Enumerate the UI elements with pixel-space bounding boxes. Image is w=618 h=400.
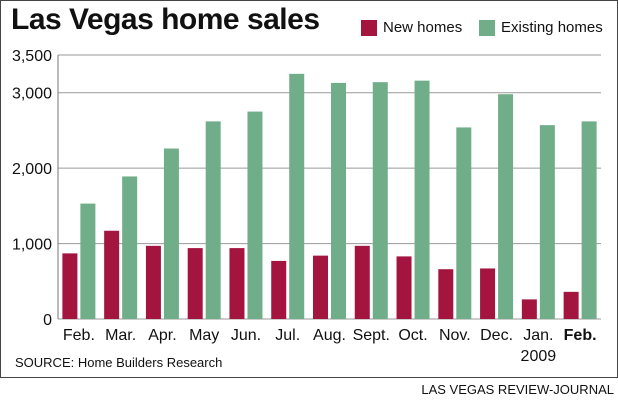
bar-new-homes	[187, 248, 203, 319]
bar-existing-homes	[372, 82, 388, 319]
bar-new-homes	[563, 291, 579, 319]
bar-existing-homes	[331, 82, 346, 319]
bar-new-homes	[271, 260, 287, 319]
bar-new-homes	[480, 268, 496, 319]
bar-existing-homes	[414, 80, 430, 319]
y-tick-label: 3,500	[12, 48, 52, 65]
bar-existing-homes	[163, 148, 179, 319]
legend-item-new-homes: New homes	[361, 19, 462, 36]
bar-existing-homes	[247, 111, 263, 319]
bar-existing-homes	[539, 125, 555, 319]
legend-swatch-new-homes	[361, 19, 377, 36]
x-tick-label: Sept.	[353, 327, 390, 344]
bar-new-homes	[229, 248, 245, 319]
legend-item-existing-homes: Existing homes	[479, 19, 603, 36]
legend-label-existing-homes: Existing homes	[501, 19, 603, 36]
x-tick-label: Oct.	[398, 327, 427, 344]
chart-frame: Las Vegas home sales New homes Existing …	[0, 0, 618, 378]
bar-new-homes	[104, 230, 120, 319]
x-tick-label: Dec.	[480, 327, 513, 344]
legend-swatch-existing-homes	[479, 19, 495, 36]
x-tick-label: Jan.	[523, 327, 553, 344]
bar-existing-homes	[80, 203, 96, 319]
bar-new-homes	[521, 299, 537, 319]
x-tick-label: Feb.	[63, 327, 95, 344]
x-tick-label: May	[189, 327, 219, 344]
bar-existing-homes	[205, 121, 221, 320]
chart-title: Las Vegas home sales	[11, 3, 320, 36]
x-tick-label: Apr.	[148, 327, 176, 344]
bar-existing-homes	[289, 73, 305, 319]
x-tick-label: Nov.	[439, 327, 471, 344]
x-tick-label: Jun.	[231, 327, 261, 344]
bar-new-homes	[145, 245, 161, 319]
y-tick-label: 1,000	[12, 237, 52, 254]
bar-new-homes	[62, 253, 78, 319]
x-tick-label: Feb.	[564, 327, 597, 344]
bar-new-homes	[313, 255, 328, 319]
x-tick-label: Mar.	[105, 327, 136, 344]
publisher-credit: LAS VEGAS REVIEW-JOURNAL	[421, 382, 614, 397]
x-tick-label: Jul.	[275, 327, 300, 344]
y-tick-label: 0	[43, 312, 52, 329]
y-tick-label: 3,000	[12, 86, 52, 103]
bar-chart: 0 1,000 2,000 3,000 3,500 Feb. Mar. Apr. May Jun.…	[12, 48, 601, 365]
year-label: 2009	[521, 348, 557, 365]
legend-label-new-homes: New homes	[383, 19, 463, 36]
bar-existing-homes	[456, 127, 472, 319]
bar-new-homes	[438, 269, 454, 319]
source-note: SOURCE: Home Builders Research	[15, 355, 223, 370]
bar-existing-homes	[122, 176, 138, 319]
bar-new-homes	[354, 245, 370, 319]
y-tick-label: 2,000	[12, 161, 52, 178]
bar-existing-homes	[498, 94, 514, 319]
bar-existing-homes	[581, 121, 597, 320]
bar-new-homes	[396, 256, 412, 319]
x-tick-label: Aug.	[313, 327, 346, 344]
